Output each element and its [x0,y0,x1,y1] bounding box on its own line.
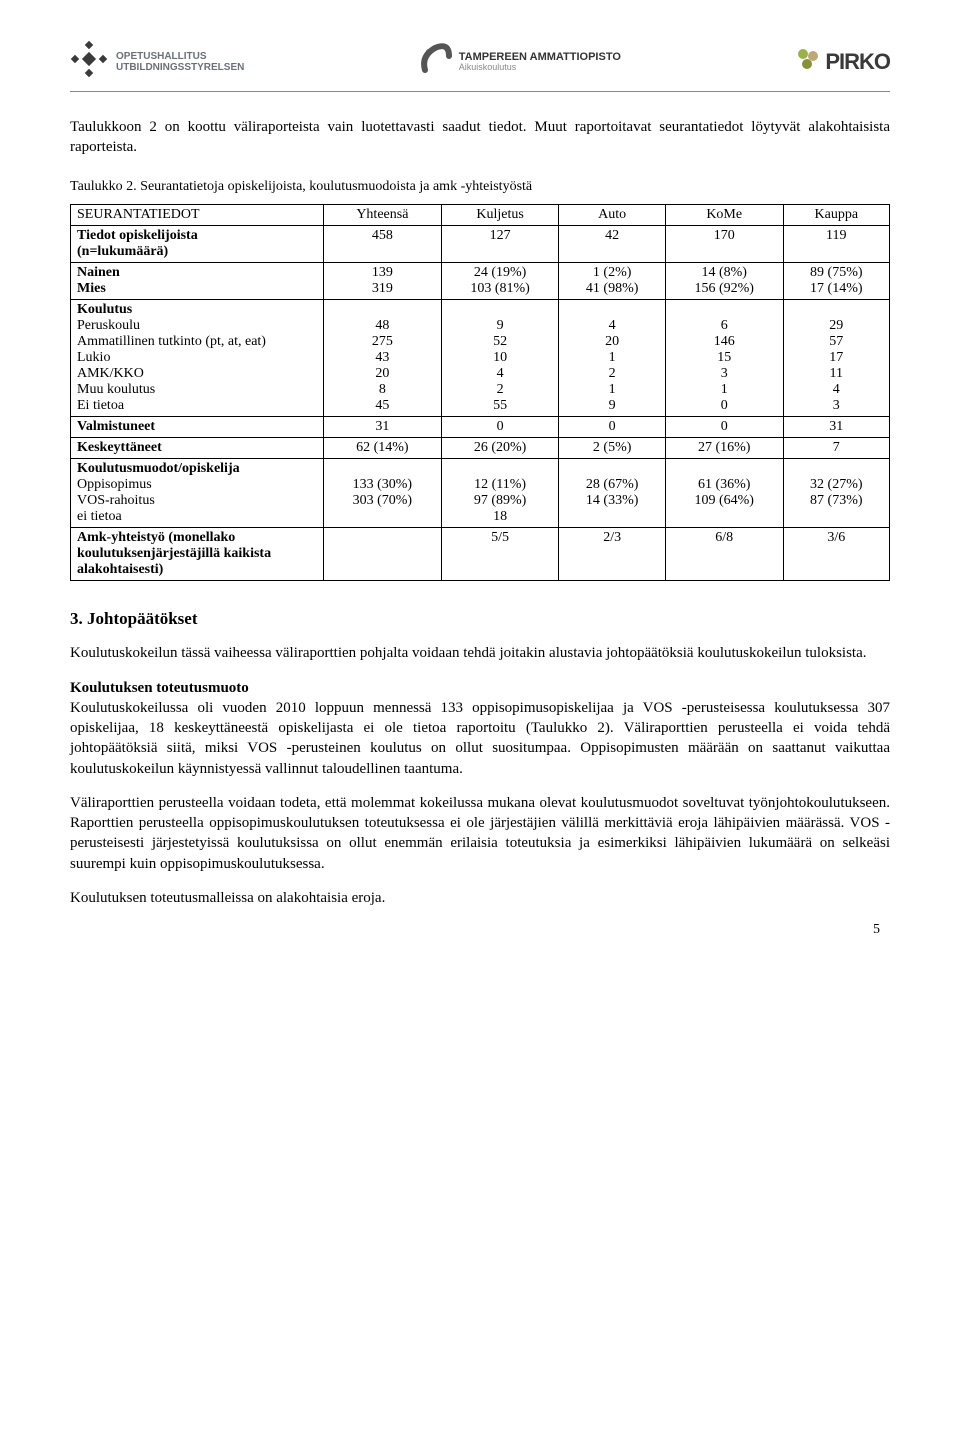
row-label: KoulutusPeruskouluAmmatillinen tutkinto … [71,300,324,417]
row-label: Valmistuneet [71,417,324,438]
sub1-block: Koulutuksen toteutusmuoto Koulutuskokeil… [70,678,890,779]
header-logos: OPETUSHALLITUS UTBILDNINGSSTYRELSEN TAMP… [70,40,890,92]
cell: 0 [559,417,665,438]
cell: 7 [783,438,889,459]
table-row: Amk-yhteistyö (monellako koulutuksenjärj… [71,528,890,581]
cell: 14 (8%)156 (92%) [665,263,783,300]
tao-line2: Aikuiskoulutus [459,63,621,73]
cell: 31 [783,417,889,438]
column-header: SEURANTATIEDOT [71,205,324,226]
cell: 482754320845 [324,300,442,417]
table-header-row: SEURANTATIEDOTYhteensäKuljetusAutoKoMeKa… [71,205,890,226]
cell: 614615310 [665,300,783,417]
cell: 5/5 [441,528,559,581]
column-header: Yhteensä [324,205,442,226]
table-row: KoulutusPeruskouluAmmatillinen tutkinto … [71,300,890,417]
data-table: SEURANTATIEDOTYhteensäKuljetusAutoKoMeKa… [70,204,890,581]
page-number: 5 [70,922,890,938]
cell: 12 (11%)97 (89%)18 [441,459,559,528]
row-label: Keskeyttäneet [71,438,324,459]
cell: 89 (75%)17 (14%) [783,263,889,300]
para3: Koulutuksen toteutusmalleissa on alakoht… [70,888,890,908]
cell: 0 [665,417,783,438]
cell: 24 (19%)103 (81%) [441,263,559,300]
logo-opetushallitus: OPETUSHALLITUS UTBILDNINGSSTYRELSEN [70,40,244,83]
logo-tampereen: TAMPEREEN AMMATTIOPISTO Aikuiskoulutus [419,42,621,81]
oph-line1: OPETUSHALLITUS [116,51,244,62]
cell: 119 [783,226,889,263]
table-caption: Taulukko 2. Seurantatietoja opiskelijois… [70,178,890,197]
cell: 28 (67%)14 (33%) [559,459,665,528]
cell: 952104255 [441,300,559,417]
cell: 31 [324,417,442,438]
diamond-cluster-icon [70,40,108,83]
intro-paragraph: Taulukkoon 2 on koottu väliraporteista v… [70,117,890,158]
cell: 26 (20%) [441,438,559,459]
pirko-icon [795,46,821,78]
para2: Väliraporttien perusteella voidaan todet… [70,793,890,874]
cell: 0 [441,417,559,438]
oph-line2: UTBILDNINGSSTYRELSEN [116,62,244,73]
cell: 61 (36%)109 (64%) [665,459,783,528]
cell [324,528,442,581]
cell: 139319 [324,263,442,300]
cell: 170 [665,226,783,263]
cell: 2957171143 [783,300,889,417]
table-row: Tiedot opiskelijoista (n=lukumäärä)45812… [71,226,890,263]
row-label: Tiedot opiskelijoista (n=lukumäärä) [71,226,324,263]
cell: 133 (30%)303 (70%) [324,459,442,528]
logo-pirko: PIRKO [795,46,890,78]
sub1-para: Koulutuskokeilussa oli vuoden 2010 loppu… [70,700,890,777]
cell: 27 (16%) [665,438,783,459]
table-row: Valmistuneet3100031 [71,417,890,438]
row-label: NainenMies [71,263,324,300]
cell: 4201219 [559,300,665,417]
cell: 458 [324,226,442,263]
cell: 2 (5%) [559,438,665,459]
swoosh-icon [419,42,453,81]
cell: 2/3 [559,528,665,581]
cell: 3/6 [783,528,889,581]
column-header: Kuljetus [441,205,559,226]
sub1-heading: Koulutuksen toteutusmuoto [70,680,249,696]
cell: 42 [559,226,665,263]
table-row: Koulutusmuodot/opiskelijaOppisopimusVOS-… [71,459,890,528]
cell: 1 (2%)41 (98%) [559,263,665,300]
column-header: Auto [559,205,665,226]
cell: 127 [441,226,559,263]
pirko-text: PIRKO [825,49,890,75]
para1: Koulutuskokeilun tässä vaiheessa välirap… [70,643,890,663]
column-header: KoMe [665,205,783,226]
cell: 6/8 [665,528,783,581]
cell: 62 (14%) [324,438,442,459]
tao-line1: TAMPEREEN AMMATTIOPISTO [459,51,621,63]
cell: 32 (27%)87 (73%) [783,459,889,528]
row-label: Koulutusmuodot/opiskelijaOppisopimusVOS-… [71,459,324,528]
row-label: Amk-yhteistyö (monellako koulutuksenjärj… [71,528,324,581]
table-row: NainenMies13931924 (19%)103 (81%)1 (2%)4… [71,263,890,300]
column-header: Kauppa [783,205,889,226]
section-heading: 3. Johtopäätökset [70,609,890,629]
table-row: Keskeyttäneet62 (14%)26 (20%)2 (5%)27 (1… [71,438,890,459]
